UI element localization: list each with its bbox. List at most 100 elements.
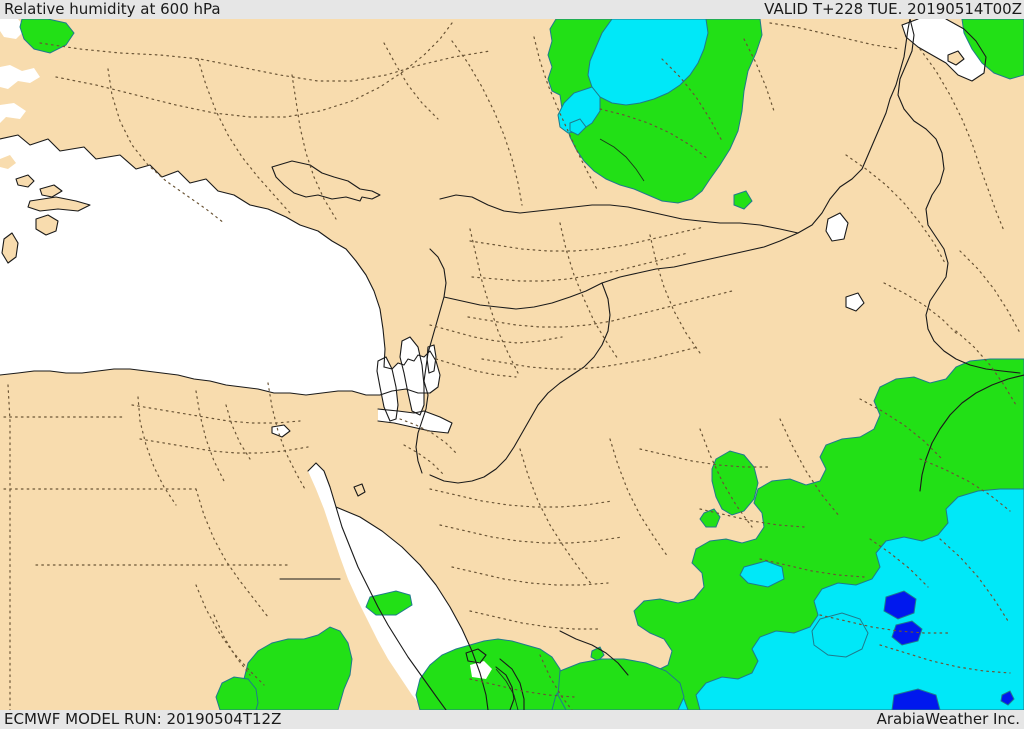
dot-oman-1 [939, 538, 1009, 622]
coast-gulf-island [947, 50, 965, 66]
sea-lake-urmia [826, 213, 848, 241]
coast-red-sea-west [307, 462, 447, 710]
sea-mediterranean-main [0, 135, 440, 395]
dot-egypt-6 [7, 384, 11, 710]
dot-iraq-6 [559, 222, 619, 360]
band-green-sudan-ext [215, 676, 259, 710]
sea-black-sea-notch [0, 19, 26, 39]
dot-turkey-6 [383, 42, 439, 120]
dot-sinai-1 [399, 418, 459, 456]
dot-sinai-2 [403, 444, 445, 476]
dot-iran-1 [919, 48, 1005, 232]
band-cyan-oman [695, 488, 1024, 710]
dot-egypt-10 [225, 404, 251, 460]
band-blue-dot-small [1000, 690, 1015, 706]
dot-saudi-12 [819, 614, 951, 634]
band-green-saudi-dot [699, 508, 721, 528]
dot-syria-east2 [661, 58, 723, 142]
border-turkey-iraq-iran [797, 19, 911, 234]
header-bar: Relative humidity at 600 hPa VALID T+228… [0, 0, 1024, 19]
coast-anatolia-south [0, 134, 386, 368]
coast-gulf-of-suez [376, 356, 399, 422]
coast-rhodes [35, 214, 59, 236]
border-yemen-saudi [559, 630, 629, 676]
coast-lake-small-ne [845, 292, 865, 312]
dot-egypt-2 [139, 438, 309, 454]
dot-saudi-4 [469, 610, 601, 630]
dot-syria-east3 [743, 38, 775, 112]
dot-yemen-2 [539, 654, 573, 710]
dot-iran-4 [955, 330, 1017, 406]
map-canvas[interactable] [0, 19, 1024, 710]
sea-aegean-north [0, 103, 26, 123]
band-cyan-north-syria [587, 19, 709, 106]
land-cyprus-tail [360, 189, 380, 199]
contour-syria-detail [599, 138, 645, 182]
dot-saudi-1 [429, 488, 613, 508]
land-aegean-island-2 [0, 155, 16, 169]
sea-mediterranean [0, 65, 40, 89]
dot-saudi-11 [759, 558, 865, 578]
page-title: Relative humidity at 600 hPa [4, 0, 221, 18]
dot-egypt-7 [137, 396, 177, 506]
internal-borders-group [3, 22, 1021, 710]
coast-suez-junction [377, 408, 453, 434]
coast-lake-bardawil [271, 424, 291, 438]
dot-oman-2 [869, 538, 929, 588]
band-cyan-islet-1 [569, 118, 587, 136]
coast-red-sea-east [335, 506, 489, 710]
dot-syria-2 [533, 36, 599, 192]
dot-egypt-south-1 [195, 584, 265, 686]
dot-saudi-10 [699, 508, 805, 528]
sea-lake-small-ne [846, 293, 864, 311]
band-blue-core-1 [883, 590, 917, 620]
dot-egypt-south-2 [213, 614, 251, 676]
border-iraq-saudi [601, 232, 799, 284]
band-cyan-oman-west-lobe [811, 612, 869, 658]
border-saudi-uae-oman [919, 374, 1024, 492]
border-syria-jordan [443, 282, 603, 310]
band-green-dot-1 [733, 190, 753, 210]
dot-turkey-3 [107, 68, 225, 224]
valid-time-label: VALID T+228 TUE. 20190514T00Z [764, 0, 1022, 18]
border-turkey-syria [439, 194, 799, 234]
coast-aegean-island-3 [39, 184, 63, 198]
band-blue-core-3 [891, 688, 941, 710]
border-iraq-iran-zagros [897, 19, 1021, 374]
humidity-bands-group [19, 19, 1024, 710]
coast-egypt-north [0, 368, 431, 396]
dot-turkey-5 [291, 74, 337, 220]
coast-lake-urmia [825, 212, 849, 242]
map-svg [0, 19, 1024, 710]
band-blue-core-2 [891, 620, 923, 646]
footer-bar: ECMWF MODEL RUN: 20190504T12Z ArabiaWeat… [0, 710, 1024, 729]
dot-yemen-1 [469, 678, 575, 698]
credit-label: ArabiaWeather Inc. [876, 710, 1020, 728]
border-syria-lebanon-israel [423, 248, 447, 382]
dot-saudi-7 [699, 428, 753, 528]
border-jordan-israel-aqaba [415, 380, 429, 474]
dot-top-strip [769, 22, 901, 50]
coast-persian-gulf [901, 19, 987, 82]
band-green-ne-corner [961, 19, 1024, 80]
coast-crete [27, 196, 91, 212]
dot-saudi-9 [639, 448, 771, 468]
border-jordan-iraq-saudi [429, 282, 611, 484]
band-green-sudan-eritrea [243, 626, 353, 710]
dot-iraq-1 [469, 226, 705, 252]
land-rhodes [36, 215, 58, 235]
coastline-group [0, 19, 987, 710]
dot-saudi-13 [879, 644, 1011, 674]
dot-iran-3 [959, 250, 1021, 334]
coast-cyprus [271, 160, 381, 202]
contour-yemen-detail [495, 668, 519, 710]
dot-turkey-2 [55, 22, 453, 118]
band-green-nw-turkey [19, 19, 75, 54]
dot-syria-1 [451, 40, 523, 206]
border-yemen-coast [499, 658, 525, 710]
band-cyan-oval-saudi [739, 560, 785, 588]
dot-saudi-5 [519, 448, 593, 586]
band-green-saudi-finger [711, 450, 759, 516]
dot-egypt-9 [267, 382, 307, 492]
